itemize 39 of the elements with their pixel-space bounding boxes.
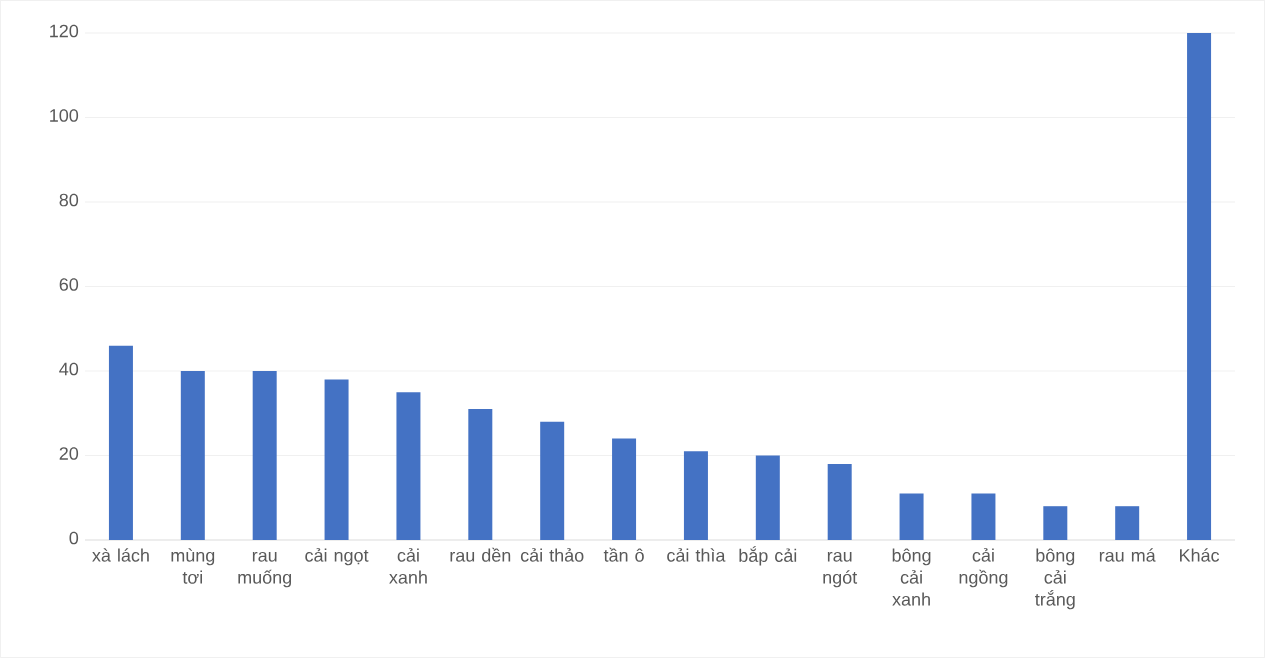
- bar: [971, 493, 996, 540]
- x-tick-label: cải xanh: [389, 548, 427, 584]
- y-tick-label: 60: [59, 278, 79, 291]
- bar: [396, 392, 421, 540]
- x-tick-label: rau muống: [238, 551, 292, 588]
- bar: [468, 409, 493, 540]
- x-tick-label: bắp cải: [739, 546, 797, 566]
- bar: [1187, 33, 1212, 540]
- x-tick-label: Khác: [1180, 548, 1220, 562]
- x-tick-label: tần ô: [603, 547, 644, 562]
- bar: [108, 345, 133, 540]
- x-tick-label: cải thảo: [520, 548, 584, 562]
- x-tick-label: rau ngót: [823, 551, 858, 588]
- y-tick-label: 100: [50, 109, 79, 122]
- bar: [252, 371, 277, 540]
- x-tick-label: bông cải xanh: [892, 548, 931, 606]
- bar: [755, 455, 780, 540]
- y-tick-label: 0: [69, 531, 79, 545]
- bar: [1115, 506, 1140, 540]
- x-tick-label: xà lách: [92, 548, 149, 562]
- y-tick-label: 80: [59, 193, 79, 207]
- bar: [324, 379, 349, 540]
- bar: [540, 421, 565, 540]
- bar: [683, 451, 708, 540]
- x-tick-label: cải ngồng: [959, 548, 1008, 588]
- y-tick-label: 120: [50, 24, 79, 38]
- x-tick-label: bông cải trắng: [1035, 548, 1075, 610]
- bar: [180, 371, 205, 540]
- y-tick-label: 40: [59, 362, 79, 376]
- x-tick-label: cải thìa: [667, 548, 726, 562]
- x-tick-label: cải ngọt: [305, 548, 369, 566]
- bar: [899, 493, 924, 540]
- bar: [827, 463, 852, 540]
- bar: [1043, 506, 1068, 540]
- x-tick-label: rau dền: [450, 547, 511, 562]
- x-tick-label: mùng tơi: [171, 548, 215, 584]
- bar: [612, 438, 637, 540]
- x-tick-label: rau má: [1099, 548, 1156, 562]
- y-tick-label: 20: [59, 447, 79, 460]
